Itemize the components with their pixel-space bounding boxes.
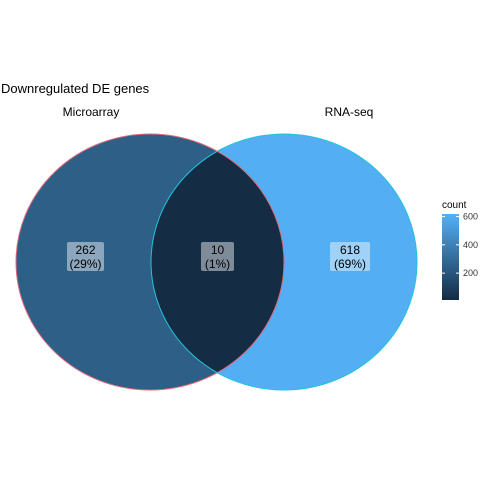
legend-tick-label: 400 [463,240,478,250]
legend: count 200 400 600 [442,200,478,300]
outline-rnaseq [150,133,418,391]
set-label-microarray: Microarray [63,105,120,119]
region-count-microarray: 262 [75,243,95,257]
set-label-rnaseq: RNA-seq [325,105,374,119]
region-percent-intersection: (1%) [205,257,230,271]
outline-microarray [15,133,285,391]
region-percent-microarray: (29%) [69,257,101,271]
legend-colorbar [442,214,459,300]
legend-tick-label: 200 [463,268,478,278]
legend-tick-label: 600 [463,212,478,222]
legend-title: count [442,200,467,211]
region-count-intersection: 10 [211,243,225,257]
region-percent-rnaseq: (69%) [334,257,366,271]
intersection-region [151,134,284,390]
region-label-rnaseq: 618 (69%) [330,242,370,271]
chart-title: Downregulated DE genes [1,81,150,96]
region-label-microarray: 262 (29%) [67,242,104,271]
legend-ticks: 200 400 600 [442,212,478,278]
region-count-rnaseq: 618 [340,243,360,257]
region-label-intersection: 10 (1%) [201,242,234,271]
